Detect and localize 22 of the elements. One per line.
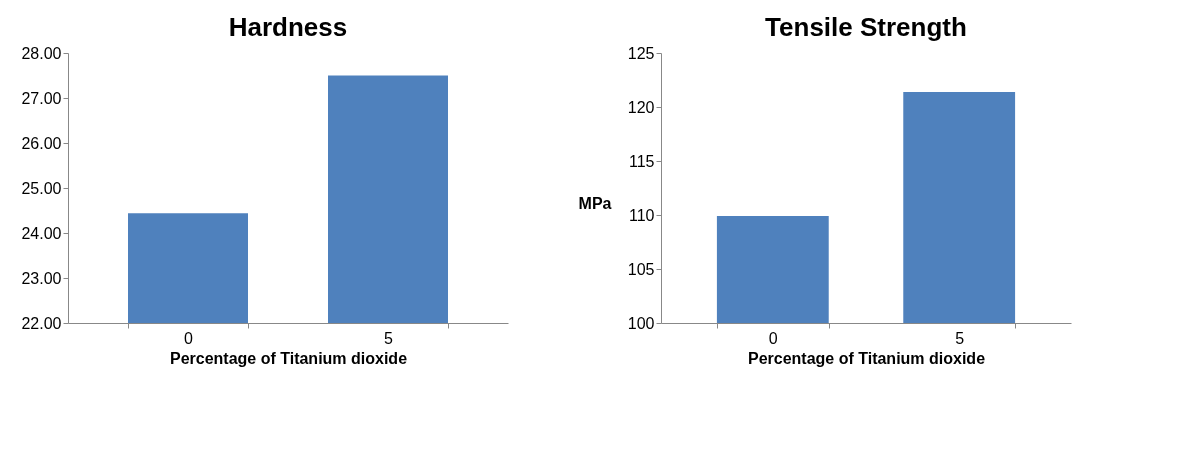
- y-tick-label: 22.00: [21, 314, 62, 332]
- x-tick-label: 5: [955, 329, 965, 347]
- y-tick-label: 23.00: [21, 269, 62, 287]
- x-axis-title: Percentage of Titanium dioxide: [169, 349, 408, 367]
- y-tick-label: 100: [627, 314, 655, 332]
- chart-title: Hardness: [228, 12, 348, 42]
- y-tick-label: 115: [628, 152, 655, 170]
- chart-title: Tensile Strength: [765, 12, 967, 42]
- y-tick-label: 25.00: [21, 179, 62, 197]
- y-tick-label: 110: [628, 206, 655, 224]
- y-axis-title: MPa: [578, 194, 612, 212]
- y-tick-label: 27.00: [21, 89, 62, 107]
- y-tick-label: 120: [627, 98, 655, 116]
- x-tick-label: 0: [768, 329, 778, 347]
- y-tick-label: 105: [627, 260, 655, 278]
- y-tick-label: 28.00: [21, 44, 62, 62]
- x-tick-label: 0: [184, 329, 194, 347]
- y-tick-label: 125: [627, 44, 655, 62]
- y-tick-label: 26.00: [21, 134, 62, 152]
- y-tick-label: 24.00: [21, 224, 62, 242]
- x-axis-title: Percentage of Titanium dioxide: [747, 349, 986, 367]
- x-tick-label: 5: [384, 329, 394, 347]
